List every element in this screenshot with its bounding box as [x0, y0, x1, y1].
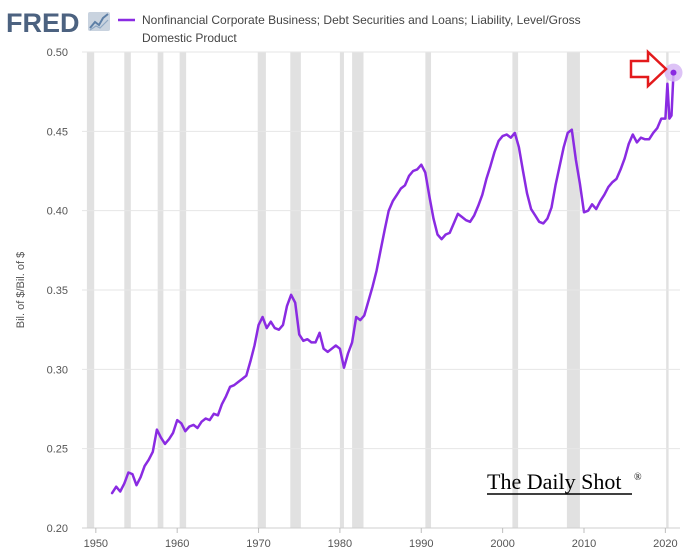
x-tick-label: 2020	[653, 538, 677, 550]
red-arrow-annotation	[629, 49, 668, 89]
x-tick-label: 1950	[84, 538, 108, 550]
y-tick-label: 0.35	[47, 285, 68, 297]
x-tick-label: 1980	[328, 538, 352, 550]
x-tick-label: 1960	[165, 538, 189, 550]
y-tick-label: 0.30	[47, 364, 68, 376]
y-tick-labels: 0.20 0.25 0.30 0.35 0.40 0.45 0.50	[47, 47, 68, 535]
y-tick-label: 0.25	[47, 444, 68, 456]
series-line	[110, 71, 675, 495]
watermark-text: The Daily Shot	[487, 469, 621, 494]
trend-graph-icon	[88, 12, 110, 31]
arrow-right-icon	[629, 49, 668, 89]
x-tick-label: 2000	[490, 538, 514, 550]
y-tick-label: 0.50	[47, 47, 68, 59]
y-tick-label: 0.45	[47, 126, 68, 138]
x-tick-label: 2010	[572, 538, 596, 550]
last-point-marker	[670, 69, 677, 76]
fred-logo-text: FRED	[6, 8, 80, 38]
gridlines	[82, 51, 680, 529]
series-layer	[110, 63, 683, 495]
x-tick-labels: 1950 1960 1970 1980 1990 2000 2010 2020	[84, 528, 678, 550]
x-tick-label: 1970	[246, 538, 270, 550]
legend-line-1: Nonfinancial Corporate Business; Debt Se…	[142, 13, 581, 27]
watermark-registered: ®	[634, 472, 642, 483]
y-axis-label: Bil. of $/Bil. of $	[15, 252, 27, 328]
legend: Nonfinancial Corporate Business; Debt Se…	[118, 13, 581, 45]
y-tick-label: 0.20	[47, 523, 68, 535]
y-tick-label: 0.40	[47, 206, 68, 218]
x-tick-label: 1990	[409, 538, 433, 550]
daily-shot-watermark: The Daily Shot ®	[487, 469, 642, 495]
legend-line-2: Domestic Product	[142, 31, 237, 45]
fred-logo: FRED	[6, 8, 110, 38]
